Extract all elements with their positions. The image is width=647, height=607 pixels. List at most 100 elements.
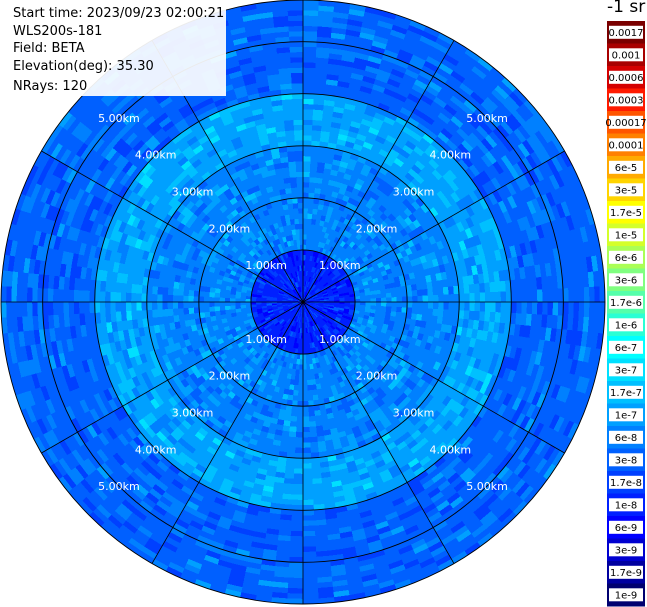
ppi-gate: [317, 367, 322, 374]
ppi-gate: [321, 319, 327, 325]
ppi-gate: [459, 293, 465, 302]
ppi-gate: [288, 161, 296, 168]
ppi-gate: [317, 252, 322, 259]
ppi-gate: [279, 248, 285, 255]
ppi-gate: [515, 279, 522, 291]
ppi-gate: [365, 228, 373, 236]
ppi-gate: [223, 239, 231, 247]
ppi-gate: [292, 277, 296, 283]
ppi-gate: [259, 271, 266, 277]
ppi-gate: [305, 276, 308, 282]
ppi-gate: [372, 264, 380, 271]
ppi-gate: [322, 308, 328, 312]
ppi-gate: [283, 322, 288, 328]
ppi-gate: [303, 156, 311, 162]
ppi-gate: [303, 244, 306, 250]
ppi-gate: [296, 416, 303, 422]
ppi-gate: [317, 345, 322, 352]
ppi-gate: [293, 289, 297, 294]
ppi-gate: [338, 307, 345, 311]
ppi-gate: [322, 292, 328, 296]
ppi-gate: [341, 282, 347, 288]
ppi-gate: [273, 311, 280, 315]
ppi-gate: [256, 297, 262, 300]
ppi-gate: [287, 318, 292, 324]
ppi-gate: [331, 287, 337, 291]
ppi-gate: [303, 354, 306, 360]
ppi-gate: [269, 344, 275, 350]
ppi-gate: [315, 340, 320, 347]
ppi-gate: [228, 274, 235, 280]
ppi-gate: [348, 241, 356, 248]
ppi-gate: [239, 262, 247, 269]
ppi-gate: [204, 311, 211, 318]
ppi-gate: [294, 271, 298, 277]
ppi-gate: [339, 320, 345, 326]
ppi-gate: [306, 294, 311, 299]
ppi-gate: [363, 249, 371, 257]
ppi-gate: [251, 227, 258, 235]
ppi-gate: [275, 381, 282, 388]
ppi-gate: [205, 281, 212, 288]
ppi-gate: [269, 323, 275, 329]
ppi-gate: [254, 245, 261, 252]
ppi-gate: [314, 280, 319, 286]
ppi-gate: [287, 203, 294, 210]
ppi-gate: [238, 351, 245, 358]
ppi-gate: [387, 324, 394, 331]
ppi-gate: [516, 290, 522, 302]
ppi-gate: [303, 442, 311, 448]
ppi-gate: [314, 274, 319, 280]
ppi-gate: [313, 302, 319, 304]
ppi-gate: [303, 369, 307, 375]
ppi-gate: [380, 306, 387, 311]
ppi-gate: [303, 197, 309, 204]
ppi-gate: [293, 208, 299, 214]
ppi-gate: [263, 358, 270, 366]
ppi-gate: [303, 374, 308, 381]
ppi-gate: [251, 293, 257, 298]
ppi-gate: [383, 319, 390, 325]
ppi-gate: [271, 252, 277, 259]
ppi-gate: [298, 374, 303, 381]
ppi-gate: [350, 320, 357, 326]
ppi-gate: [282, 172, 290, 179]
ppi-gate: [305, 322, 308, 328]
ppi-gate: [266, 302, 272, 304]
ppi-gate: [332, 261, 338, 268]
ppi-gate: [277, 282, 283, 287]
ppi-gate: [266, 243, 272, 250]
ppi-gate: [312, 305, 318, 308]
ppi-gate: [262, 291, 268, 295]
ppi-gate: [244, 256, 251, 263]
ppi-gate: [215, 315, 222, 321]
ppi-gate: [296, 171, 303, 178]
ppi-gate: [183, 308, 190, 315]
ppi-gate: [271, 368, 277, 375]
ppi-gate: [246, 307, 252, 311]
ppi-gate: [285, 289, 291, 294]
ppi-gate: [278, 325, 284, 331]
ppi-gate: [359, 262, 367, 269]
ppi-gate: [336, 274, 343, 280]
ppi-gate: [319, 286, 325, 291]
ppi-gate: [280, 514, 292, 521]
ppi-gate: [294, 135, 303, 141]
ppi-gate: [287, 304, 293, 306]
ppi-gate: [294, 348, 299, 354]
ppi-gate: [303, 93, 314, 100]
ppi-gate: [294, 224, 300, 230]
ppi-gate: [318, 298, 324, 301]
ppi-gate: [325, 227, 331, 234]
ppi-gate: [303, 307, 305, 313]
ppi-gate: [291, 515, 303, 521]
ppi-gate: [267, 308, 273, 312]
ppi-gate: [305, 286, 307, 292]
ppi-gate: [348, 288, 354, 293]
ppi-gate: [308, 245, 312, 251]
ppi-gate: [332, 268, 338, 275]
ppi-gate: [303, 182, 310, 188]
ppi-gate: [272, 293, 278, 297]
ppi-gate: [374, 330, 381, 336]
ppi-gate: [379, 314, 386, 320]
